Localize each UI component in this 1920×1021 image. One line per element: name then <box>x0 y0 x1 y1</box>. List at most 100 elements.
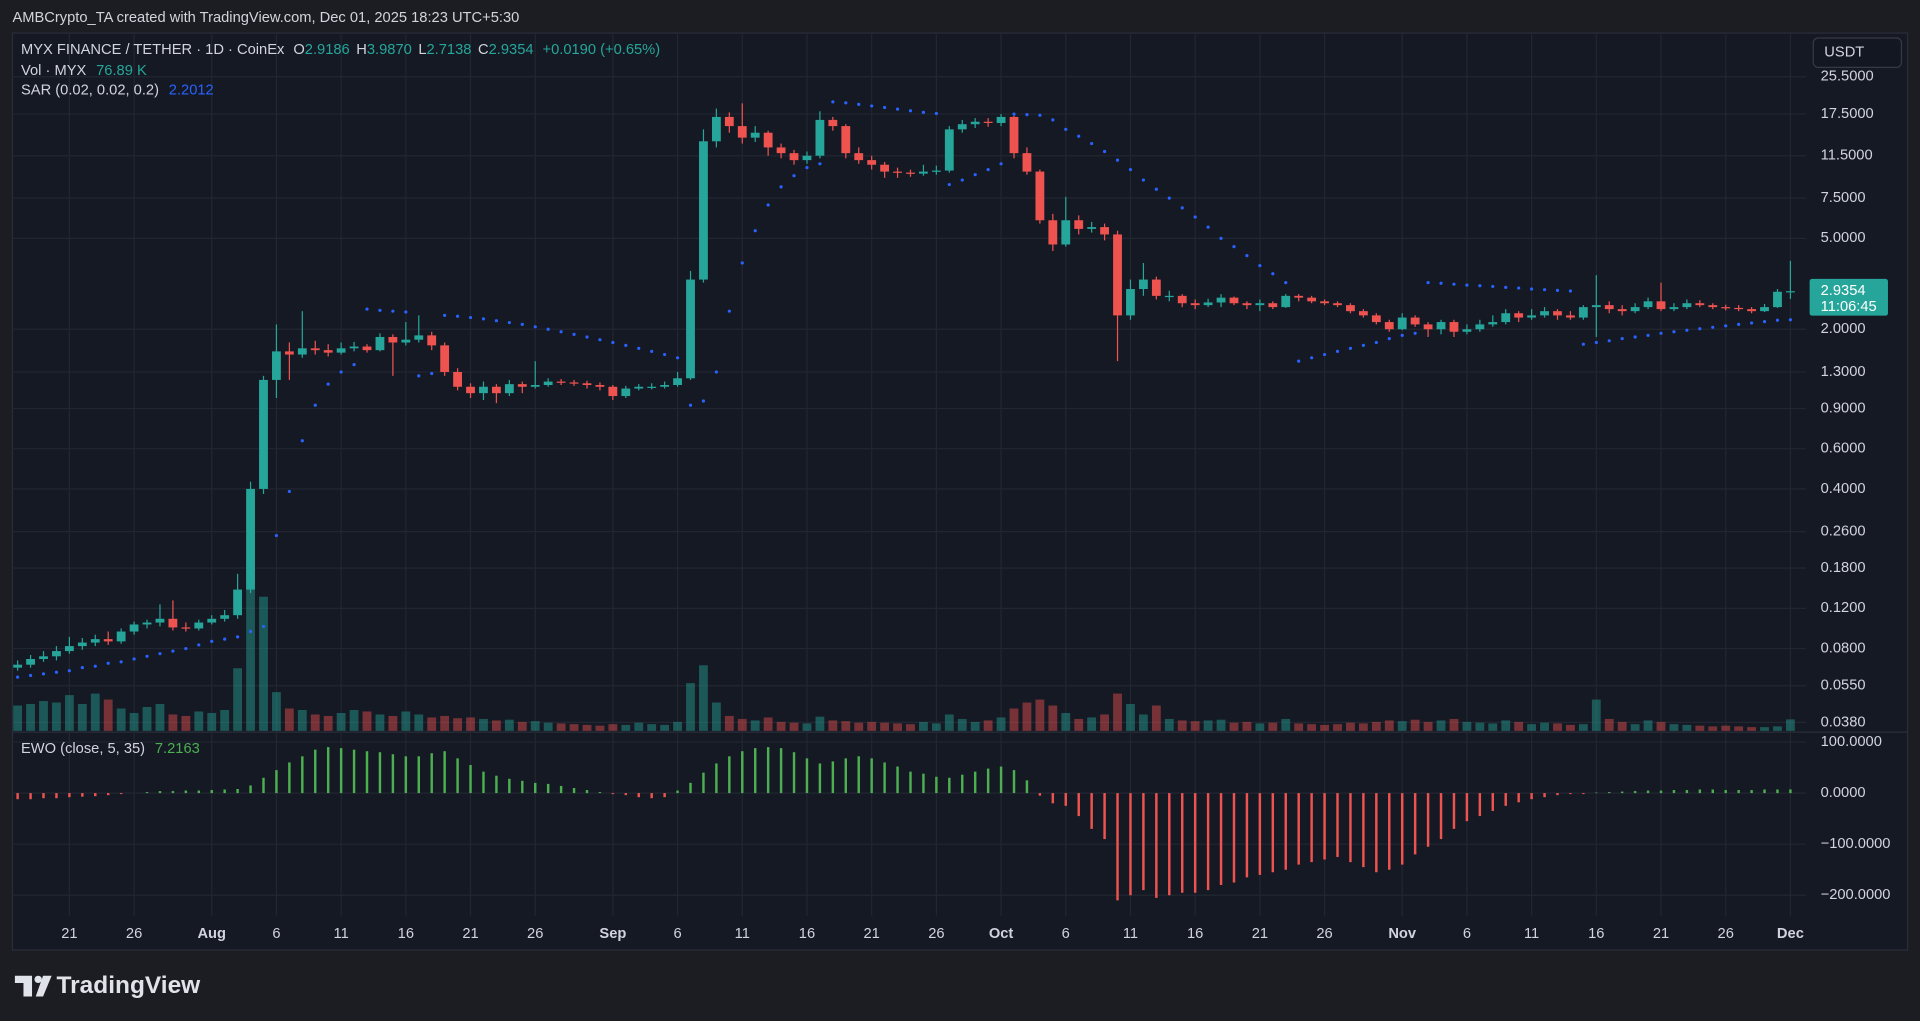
currency-button[interactable] <box>1812 37 1903 68</box>
sar-dot <box>624 343 628 347</box>
countdown: 11:06:45 <box>1821 299 1877 315</box>
volume-bar <box>1695 725 1705 731</box>
sar-dot <box>1426 281 1430 285</box>
sar-dot <box>1167 196 1171 200</box>
volume-bar <box>1048 705 1058 731</box>
sar-dot <box>857 102 861 106</box>
candle-body <box>284 351 294 355</box>
sar-dot <box>1374 340 1378 345</box>
volume-bar <box>854 722 864 731</box>
y-tick-label: 0.4000 <box>1821 481 1866 497</box>
open-value: 2.9186 <box>305 42 350 58</box>
candle-body <box>246 488 255 590</box>
candle-body <box>634 386 644 389</box>
sar-dot <box>16 675 20 679</box>
candle-body <box>52 651 61 657</box>
sar-dot <box>960 178 964 182</box>
volume-bar <box>711 702 721 731</box>
volume-bar <box>569 724 579 731</box>
sar-dot <box>1504 285 1508 289</box>
volume-bar <box>1462 721 1472 731</box>
volume-bar <box>1294 723 1304 731</box>
sar-dot <box>313 403 317 407</box>
volume-bar <box>660 724 670 731</box>
volume-bar <box>1358 723 1368 731</box>
sar-dot <box>934 111 938 116</box>
sar-dot <box>572 332 576 336</box>
candle-body <box>673 378 682 386</box>
sar-dot <box>1452 282 1456 286</box>
candle-body <box>595 385 605 387</box>
candle-body <box>944 129 954 171</box>
candle-body <box>1682 303 1692 308</box>
x-tick-label: 6 <box>1463 926 1471 942</box>
sar-dot <box>481 317 486 321</box>
volume-bar <box>1281 718 1291 731</box>
candle-body <box>1216 297 1226 303</box>
volume-bar <box>1449 718 1459 731</box>
candle-body <box>789 153 799 161</box>
candle-body <box>931 170 941 172</box>
volume-bar <box>1177 720 1187 731</box>
volume-bar <box>1190 721 1200 731</box>
candle-body <box>1087 227 1097 229</box>
candle-body <box>103 639 113 642</box>
candle-body <box>1566 315 1575 318</box>
sar-dot <box>1219 236 1223 240</box>
sar-dot <box>1361 343 1365 347</box>
volume-bar <box>750 720 760 731</box>
sar-dot <box>559 330 563 334</box>
sar-dot <box>443 313 447 317</box>
sar-dot <box>1297 359 1301 363</box>
candle-body <box>336 348 346 353</box>
sar-dot <box>119 660 123 664</box>
sar-dot <box>1115 158 1120 162</box>
x-tick-label: 26 <box>1718 926 1734 942</box>
y-tick-label: 7.5000 <box>1821 190 1866 206</box>
sar-dot <box>1193 215 1197 219</box>
candle-body <box>1048 220 1058 245</box>
sar-dot <box>1141 178 1146 182</box>
sar-dot <box>973 173 977 177</box>
volume-bar <box>1501 720 1511 731</box>
sar-dot <box>1698 327 1702 331</box>
sar-dot <box>1607 339 1611 343</box>
candle-body <box>1669 307 1679 310</box>
candle-body <box>841 126 851 154</box>
sar-dot <box>999 162 1003 166</box>
x-tick-label: 26 <box>1316 926 1332 942</box>
volume-bar <box>1643 720 1653 731</box>
candle-body <box>750 132 760 138</box>
sar-dot <box>223 637 227 641</box>
volume-bar <box>479 718 488 731</box>
sar-dot <box>1077 134 1081 138</box>
volume-bar <box>530 721 540 731</box>
ewo-name: EWO (close, 5, 35) <box>21 741 145 757</box>
sar-dot <box>1465 283 1469 287</box>
volume-bar <box>1591 699 1601 731</box>
candle-body <box>776 147 786 154</box>
volume <box>13 559 1795 731</box>
sar-dot <box>714 370 718 374</box>
volume-bar <box>1708 726 1718 731</box>
volume-bar <box>970 721 980 731</box>
ewo-legend: EWO (close, 5, 35) 7.2163 <box>21 741 200 757</box>
sar-dot <box>93 664 97 668</box>
candle-body <box>1643 301 1653 308</box>
candle-body <box>440 345 450 372</box>
currency[interactable]: USDT <box>1824 45 1864 61</box>
candle-body <box>1786 291 1795 293</box>
candle-body <box>155 618 165 623</box>
volume-bar <box>1604 718 1614 731</box>
sar-dot <box>1012 112 1016 116</box>
sar-dot <box>1711 325 1715 329</box>
candle-body <box>504 384 514 394</box>
y-tick-label: 0.0800 <box>1821 640 1866 656</box>
volume-bar <box>931 723 941 731</box>
candle-body <box>1773 291 1782 308</box>
candle-body <box>621 388 631 397</box>
volume-bar <box>1164 718 1174 731</box>
sar-dot <box>1737 322 1741 326</box>
